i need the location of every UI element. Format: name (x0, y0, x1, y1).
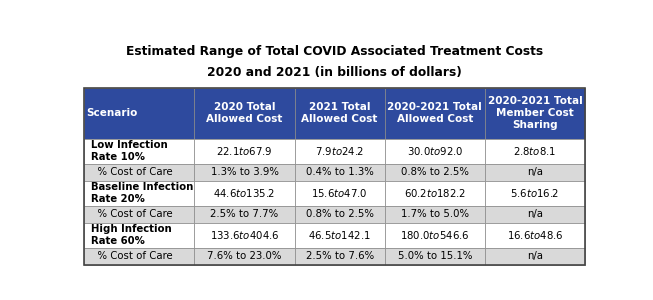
Text: 2.5% to 7.7%: 2.5% to 7.7% (210, 209, 279, 219)
Bar (84, 181, 195, 206)
Text: 2.5% to 7.6%: 2.5% to 7.6% (306, 251, 374, 261)
Bar (385, 88, 485, 139)
Bar (195, 139, 295, 164)
Bar (195, 206, 295, 223)
Bar (485, 139, 585, 164)
Bar (84, 88, 585, 265)
Bar (295, 139, 385, 164)
Bar (385, 206, 485, 223)
Text: 7.6% to 23.0%: 7.6% to 23.0% (207, 251, 281, 261)
Bar (195, 223, 295, 248)
Text: $22.1 to $67.9: $22.1 to $67.9 (216, 145, 273, 157)
Text: n/a: n/a (527, 251, 543, 261)
Text: 2020-2021 Total
Allowed Cost: 2020-2021 Total Allowed Cost (387, 102, 482, 124)
Bar (295, 88, 385, 139)
Text: 1.7% to 5.0%: 1.7% to 5.0% (401, 209, 469, 219)
Bar (385, 164, 485, 181)
Text: $30.0 to $92.0: $30.0 to $92.0 (407, 145, 463, 157)
Text: $7.9 to $24.2: $7.9 to $24.2 (315, 145, 364, 157)
Text: n/a: n/a (527, 167, 543, 177)
Text: High Infection
Rate 60%: High Infection Rate 60% (91, 224, 172, 246)
Text: Low Infection
Rate 10%: Low Infection Rate 10% (91, 140, 167, 162)
Text: $44.6 to $135.2: $44.6 to $135.2 (214, 187, 276, 199)
Bar (84, 139, 195, 164)
Text: 0.8% to 2.5%: 0.8% to 2.5% (401, 167, 469, 177)
Bar (485, 223, 585, 248)
Text: 1.3% to 3.9%: 1.3% to 3.9% (210, 167, 278, 177)
Bar (84, 206, 195, 223)
Bar (195, 248, 295, 265)
Bar (485, 248, 585, 265)
Bar (195, 88, 295, 139)
Bar (84, 248, 195, 265)
Text: % Cost of Care: % Cost of Care (91, 251, 172, 261)
Text: $46.5 to $142.1: $46.5 to $142.1 (308, 230, 371, 242)
Bar (295, 181, 385, 206)
Text: $16.6 to $48.6: $16.6 to $48.6 (507, 230, 564, 242)
Text: % Cost of Care: % Cost of Care (91, 209, 172, 219)
Bar (84, 164, 195, 181)
Bar (385, 223, 485, 248)
Text: $60.2 to $182.2: $60.2 to $182.2 (404, 187, 466, 199)
Text: % Cost of Care: % Cost of Care (91, 167, 172, 177)
Text: $2.8 to $8.1: $2.8 to $8.1 (513, 145, 556, 157)
Text: $133.6 to $404.6: $133.6 to $404.6 (210, 230, 279, 242)
Text: $15.6 to $47.0: $15.6 to $47.0 (311, 187, 368, 199)
Bar (385, 139, 485, 164)
Bar (295, 248, 385, 265)
Bar (485, 164, 585, 181)
Bar (295, 164, 385, 181)
Text: 0.8% to 2.5%: 0.8% to 2.5% (306, 209, 374, 219)
Text: 2021 Total
Allowed Cost: 2021 Total Allowed Cost (302, 102, 378, 124)
Text: 0.4% to 1.3%: 0.4% to 1.3% (306, 167, 374, 177)
Bar (295, 206, 385, 223)
Text: 2020 and 2021 (in billions of dollars): 2020 and 2021 (in billions of dollars) (207, 66, 462, 79)
Bar (485, 206, 585, 223)
Text: $5.6 to $16.2: $5.6 to $16.2 (511, 187, 560, 199)
Text: Scenario: Scenario (87, 108, 138, 118)
Bar (195, 181, 295, 206)
Text: 5.0% to 15.1%: 5.0% to 15.1% (398, 251, 472, 261)
Bar (485, 181, 585, 206)
Bar (385, 181, 485, 206)
Text: Estimated Range of Total COVID Associated Treatment Costs: Estimated Range of Total COVID Associate… (126, 45, 543, 58)
Text: Baseline Infection
Rate 20%: Baseline Infection Rate 20% (91, 182, 193, 204)
Text: 2020-2021 Total
Member Cost
Sharing: 2020-2021 Total Member Cost Sharing (488, 96, 582, 130)
Bar (295, 223, 385, 248)
Bar (385, 248, 485, 265)
Text: n/a: n/a (527, 209, 543, 219)
Text: 2020 Total
Allowed Cost: 2020 Total Allowed Cost (206, 102, 283, 124)
Bar (84, 223, 195, 248)
Bar (195, 164, 295, 181)
Text: $180.0 to $546.6: $180.0 to $546.6 (400, 230, 470, 242)
Bar (485, 88, 585, 139)
Bar (84, 88, 195, 139)
